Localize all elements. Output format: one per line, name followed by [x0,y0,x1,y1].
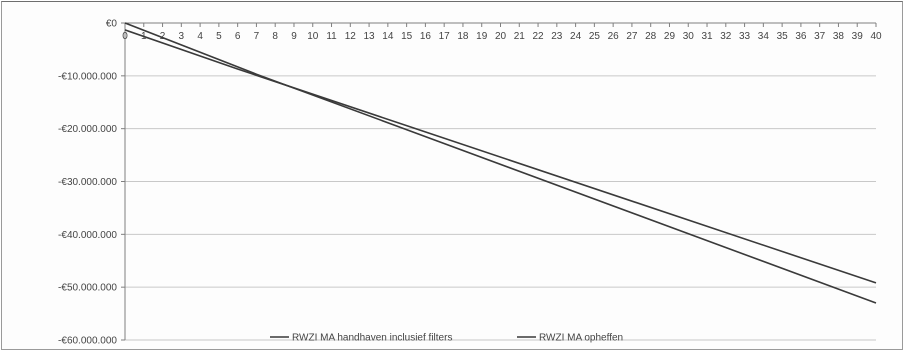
series-lines [124,22,877,304]
x-tick-label: 13 [364,31,376,42]
x-tick-label: 28 [645,31,657,42]
legend-label: RWZI MA opheffen [539,333,623,344]
x-tick-label: 39 [852,31,864,42]
x-tick-label: 24 [570,31,582,42]
y-tick-label: -€30.000.000 [58,177,117,188]
x-tick-labels: 0 1 2 3 4 5 6 7 8 9 10 11 12 13 14 15 16 17 18 19 20 21 22 23 24… [122,31,882,42]
x-tick-label: 2 [160,31,166,42]
x-tick-label: 14 [382,31,394,42]
x-tick-label: 5 [216,31,222,42]
x-tick-label: 26 [608,31,620,42]
x-tick-label: 23 [551,31,563,42]
y-tick-label: -€20.000.000 [58,124,117,135]
series-line-2 [124,22,877,304]
x-tick-label: 36 [795,31,807,42]
x-tick-label: 0 [122,31,128,42]
x-tick-label: 25 [589,31,601,42]
x-tick-label: 9 [291,31,297,42]
y-tick-label: -€60.000.000 [58,336,117,347]
x-tick-label: 8 [272,31,278,42]
x-tick-label: 4 [197,31,203,42]
x-tick-label: 37 [814,31,826,42]
x-tick-label: 22 [532,31,544,42]
x-tick-label: 3 [179,31,185,42]
x-tick-label: 16 [420,31,432,42]
grid-lines [125,75,876,341]
x-tick-label: 33 [739,31,751,42]
x-tick-label: 21 [514,31,526,42]
x-tick-label: 27 [626,31,638,42]
x-tick-label: 12 [345,31,357,42]
y-tick-label: €0 [106,19,118,30]
axes [121,22,877,341]
x-tick-label: 11 [326,31,337,42]
x-tick-label: 35 [777,31,789,42]
x-tick-label: 10 [307,31,319,42]
y-tick-label: -€50.000.000 [58,283,117,294]
x-tick-label: 20 [495,31,507,42]
legend-label: RWZI MA handhaven inclusief filters [292,333,452,344]
x-tick-label: 19 [476,31,488,42]
x-tick-label: 34 [758,31,770,42]
x-tick-label: 17 [439,31,451,42]
x-tick-label: 6 [235,31,241,42]
x-tick-label: 38 [833,31,845,42]
x-tick-label: 32 [720,31,732,42]
x-tick-label: 40 [870,31,882,42]
y-tick-label: -€40.000.000 [58,230,117,241]
x-tick-label: 29 [664,31,676,42]
x-tick-label: 31 [701,31,713,42]
x-tick-label: 18 [457,31,469,42]
x-tick-label: 7 [254,31,260,42]
x-tick-label: 30 [683,31,695,42]
x-tick-label: 15 [401,31,413,42]
series-line-1 [124,29,877,284]
y-tick-label: -€10.000.000 [58,71,117,82]
legend: RWZI MA handhaven inclusief filters RWZI … [270,333,623,344]
y-tick-labels: €0 -€10.000.000 -€20.000.000 -€30.000.000 -€… [58,19,117,347]
